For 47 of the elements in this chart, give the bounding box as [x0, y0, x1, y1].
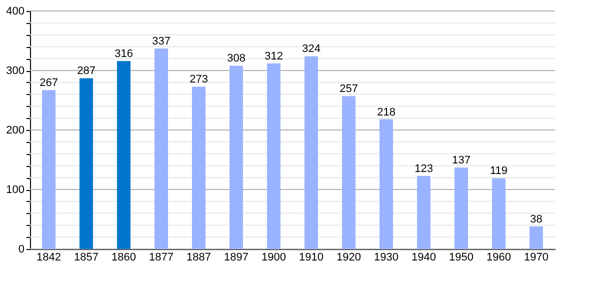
x-tick-label: 1877: [149, 252, 174, 264]
x-tick-label: 1887: [186, 252, 211, 264]
data-label: 337: [152, 35, 170, 48]
data-label: 273: [190, 74, 208, 86]
bar: [417, 176, 430, 249]
x-tick-label: 1900: [262, 252, 286, 264]
x-tick-label: 1857: [74, 252, 98, 264]
x-tick-label: 1910: [299, 252, 324, 264]
bar: [454, 167, 468, 249]
data-label: 324: [302, 43, 320, 56]
x-tick-label: 1970: [524, 252, 548, 264]
bar: [342, 96, 356, 249]
x-tick-label: 1960: [486, 252, 511, 264]
bar: [117, 60, 130, 249]
x-tick-label: 1920: [336, 252, 361, 264]
data-label: 308: [227, 52, 246, 65]
y-tick-label: 400: [6, 6, 24, 18]
bar: [304, 56, 318, 249]
x-tick-label: 1930: [374, 252, 398, 264]
data-label: 137: [452, 154, 470, 166]
bar: [42, 90, 56, 249]
x-tick-label: 1842: [36, 252, 61, 264]
bar: [154, 48, 168, 249]
y-tick-label: 200: [6, 124, 24, 136]
y-tick-label: 0: [18, 244, 24, 256]
data-label: 218: [377, 106, 396, 118]
data-label: 287: [77, 65, 96, 78]
bar: [492, 178, 506, 249]
bar: [230, 66, 243, 249]
x-tick-label: 1897: [224, 252, 248, 264]
bar: [380, 119, 393, 249]
bar: [530, 226, 543, 249]
x-tick-label: 1950: [449, 252, 474, 264]
data-label: 119: [490, 165, 508, 178]
data-label: 257: [340, 83, 358, 96]
data-label: 316: [114, 48, 133, 60]
y-tick-label: 100: [6, 184, 24, 196]
data-label: 38: [530, 213, 542, 226]
data-label: 123: [414, 162, 433, 175]
x-tick-label: 1940: [412, 252, 436, 264]
x-tick-label: 1860: [112, 252, 136, 264]
data-label: 267: [40, 77, 58, 90]
bar: [192, 86, 206, 249]
bar: [80, 78, 93, 249]
y-tick-label: 300: [6, 65, 24, 77]
bar: [267, 63, 280, 249]
data-label: 312: [264, 50, 283, 62]
